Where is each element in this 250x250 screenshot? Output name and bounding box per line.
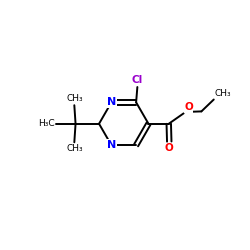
Text: N: N	[107, 140, 116, 150]
Text: CH₃: CH₃	[66, 144, 83, 153]
Text: CH₃: CH₃	[215, 89, 232, 98]
Text: CH₃: CH₃	[66, 94, 83, 104]
Text: O: O	[165, 143, 174, 153]
Text: Cl: Cl	[132, 74, 143, 85]
Text: O: O	[184, 102, 193, 113]
Text: N: N	[107, 97, 116, 107]
Text: H₃C: H₃C	[38, 119, 54, 128]
